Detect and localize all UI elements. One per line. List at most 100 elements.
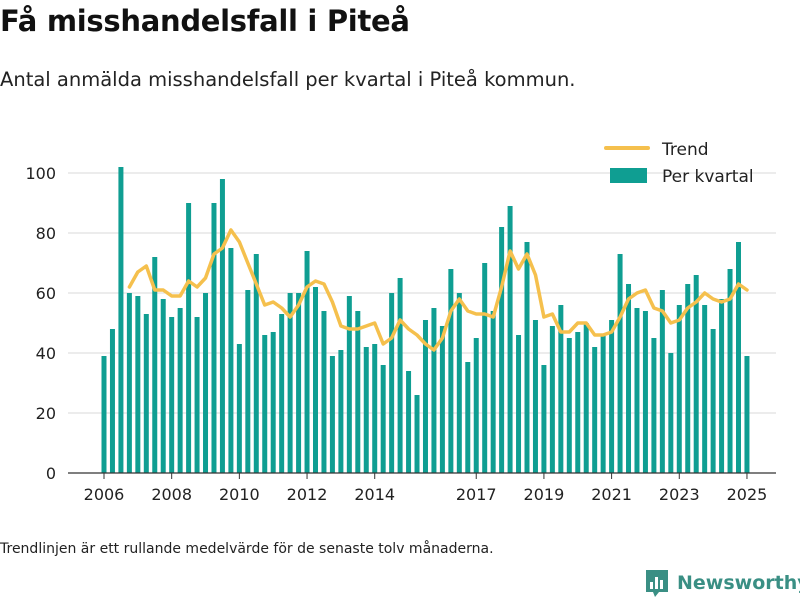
x-tick-label: 2010 [219, 485, 260, 504]
bar [592, 347, 598, 473]
bar [160, 299, 166, 473]
bar [304, 251, 310, 473]
bar [558, 305, 564, 473]
bar [659, 290, 665, 473]
y-tick-label: 100 [25, 164, 56, 183]
x-tick-label: 2017 [456, 485, 497, 504]
bar [329, 356, 335, 473]
bar [270, 332, 276, 473]
bar [541, 365, 547, 473]
bar [118, 167, 124, 473]
bar [143, 314, 149, 473]
footnote: Trendlinjen är ett rullande medelvärde f… [0, 541, 494, 557]
bar [203, 293, 209, 473]
page-subtitle: Antal anmälda misshandelsfall per kvarta… [0, 68, 576, 91]
bar [431, 308, 437, 473]
bar [685, 284, 691, 473]
bar [346, 296, 352, 473]
bar [532, 320, 538, 473]
bar [668, 353, 674, 473]
bar [566, 338, 572, 473]
bar [262, 335, 268, 473]
x-tick-label: 2008 [151, 485, 192, 504]
bar [507, 206, 513, 473]
bar [702, 305, 708, 473]
bar [490, 311, 496, 473]
bar-series [101, 167, 750, 473]
bar [363, 347, 369, 473]
trend-line [127, 228, 749, 352]
bar [186, 203, 192, 473]
bar [609, 320, 615, 473]
bar [642, 311, 648, 473]
bar [422, 320, 428, 473]
x-tick-label: 2021 [591, 485, 632, 504]
bar [651, 338, 657, 473]
bar [583, 323, 589, 473]
chart-grid [68, 172, 776, 414]
bar [448, 269, 454, 473]
bar [380, 365, 386, 473]
bar [338, 350, 344, 473]
bar [372, 344, 378, 473]
bar [634, 308, 640, 473]
y-tick-label: 0 [46, 464, 56, 483]
bar [676, 305, 682, 473]
bar [397, 278, 403, 473]
brand-name: Newsworthy [677, 572, 800, 594]
bar [279, 314, 285, 473]
bar [744, 356, 750, 473]
x-tick-label: 2012 [287, 485, 328, 504]
bar [135, 296, 141, 473]
bar [228, 248, 234, 473]
x-tick-label: 2019 [524, 485, 565, 504]
y-tick-label: 80 [36, 224, 56, 243]
bar [245, 290, 251, 473]
bar [177, 308, 183, 473]
bar [101, 356, 107, 473]
bar [473, 338, 479, 473]
bar [456, 293, 462, 473]
y-tick-label: 60 [36, 284, 56, 303]
legend-trend-label: Trend [661, 140, 709, 160]
bar [406, 371, 412, 473]
bar [482, 263, 488, 473]
bar [287, 293, 293, 473]
brand-logo[interactable]: Newsworthy [644, 568, 800, 598]
y-axis: 0 20 40 60 80 100 [25, 164, 56, 483]
bar [549, 326, 555, 473]
bar [524, 242, 530, 473]
legend: Trend Per kvartal [604, 140, 754, 187]
bar [710, 329, 716, 473]
bar [355, 311, 361, 473]
bar [211, 203, 217, 473]
bar [617, 254, 623, 473]
legend-bar-swatch [610, 168, 647, 183]
bar [109, 329, 115, 473]
x-tick-label: 2025 [727, 485, 768, 504]
bar [439, 326, 445, 473]
bar [719, 299, 725, 473]
bar [693, 275, 699, 473]
bar [414, 395, 420, 473]
bar [219, 179, 225, 473]
y-tick-label: 40 [36, 344, 56, 363]
bar [727, 269, 733, 473]
bar [296, 293, 302, 473]
bar [516, 335, 522, 473]
bar [736, 242, 741, 473]
bar [626, 284, 632, 473]
bar [313, 287, 318, 473]
bar-chart-logo-icon [646, 570, 668, 597]
bar [575, 332, 581, 473]
bar [236, 344, 242, 473]
bar [600, 335, 606, 473]
bar [194, 317, 200, 473]
x-tick-label: 2023 [659, 485, 700, 504]
legend-bar-label: Per kvartal [662, 167, 754, 187]
y-tick-label: 20 [36, 404, 56, 423]
bar [321, 311, 327, 473]
bar [152, 257, 158, 473]
bar [126, 293, 132, 473]
